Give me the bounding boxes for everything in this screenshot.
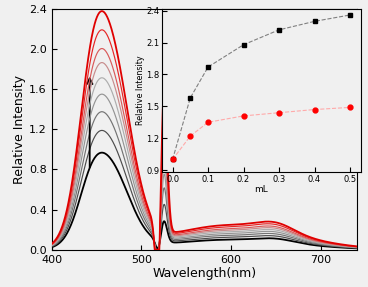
Y-axis label: Relative Intensity: Relative Intensity: [135, 56, 145, 125]
Y-axis label: Relative Intensity: Relative Intensity: [13, 75, 26, 184]
X-axis label: Wavelength(nm): Wavelength(nm): [152, 267, 256, 280]
X-axis label: mL: mL: [254, 185, 268, 194]
